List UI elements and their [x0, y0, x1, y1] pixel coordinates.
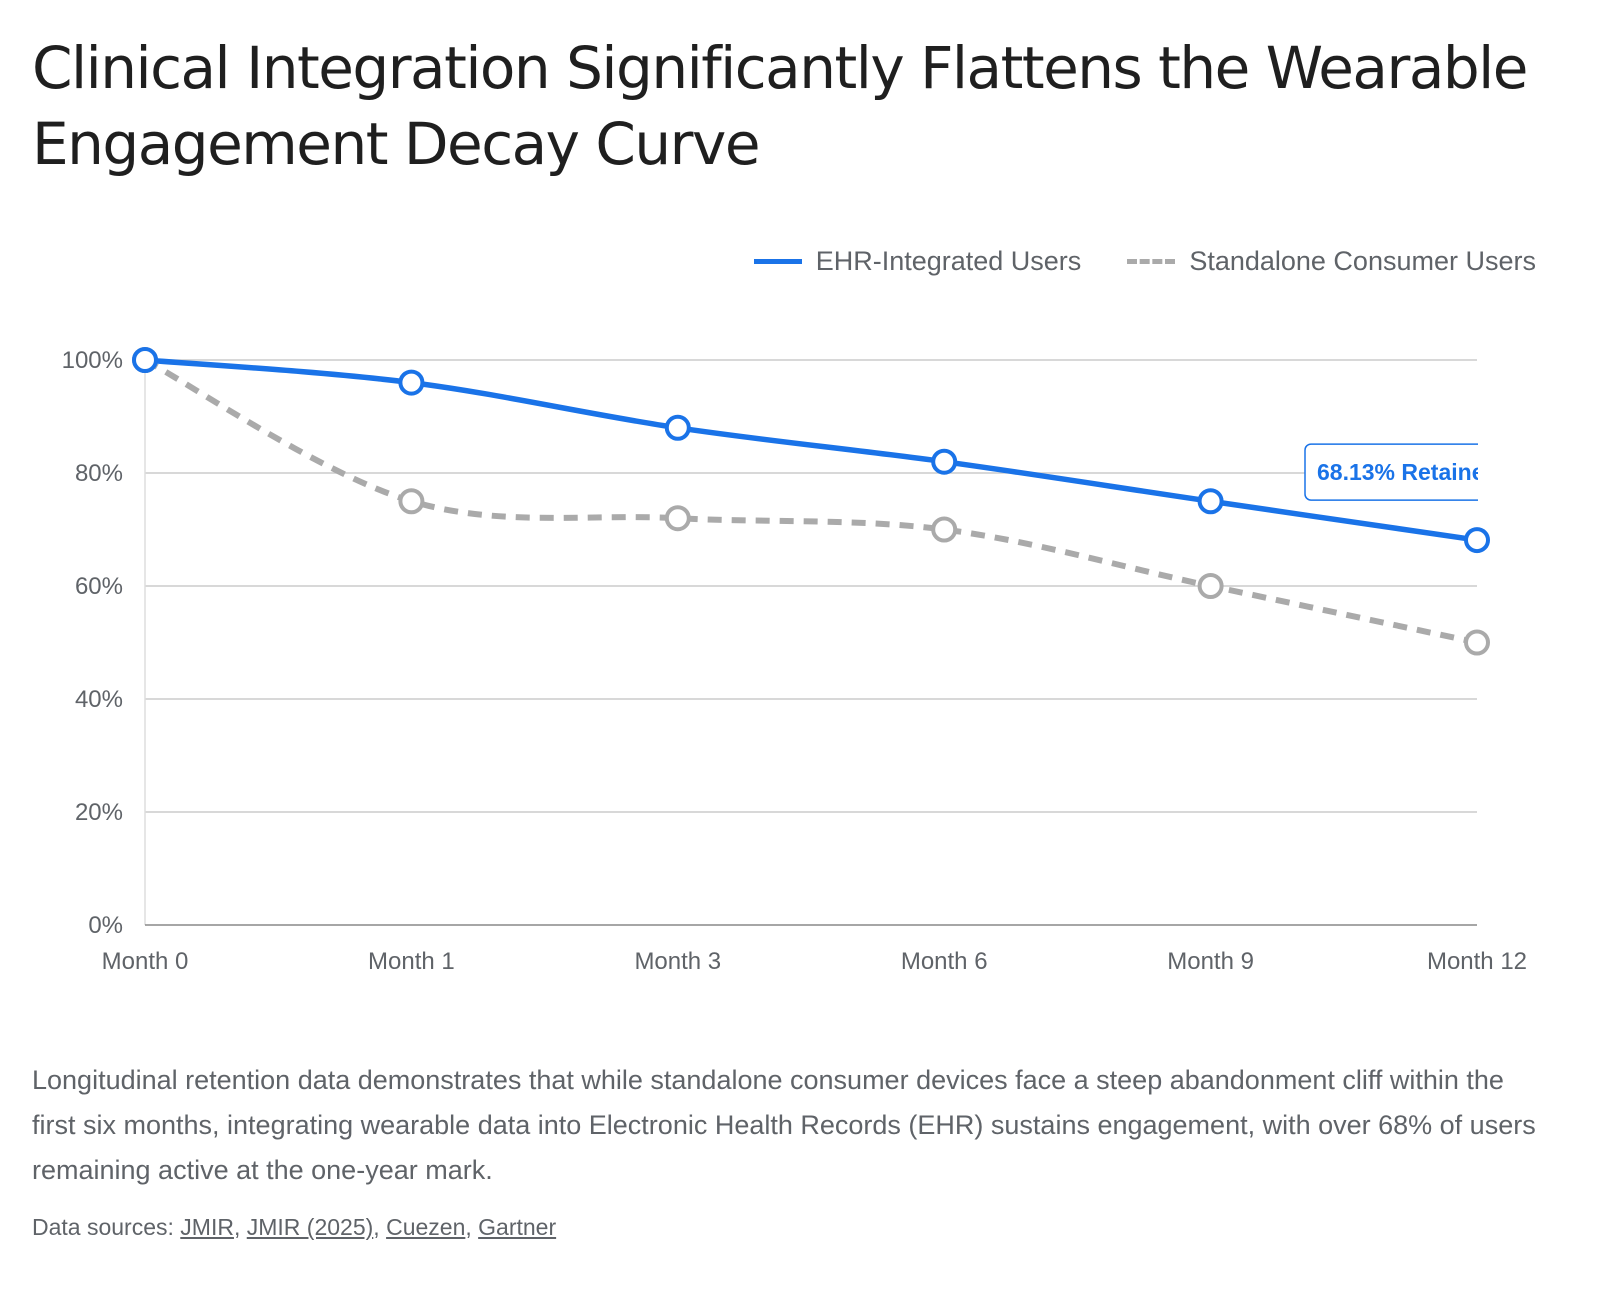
series-line-standalone [143, 357, 1478, 646]
x-tick-label: Month 12 [1427, 948, 1527, 975]
legend-item-ehr[interactable]: EHR-Integrated Users [753, 246, 1082, 277]
data-point-ehr [398, 369, 425, 396]
y-tick-label: 100% [62, 347, 123, 374]
chart-description: Longitudinal retention data demonstrates… [32, 1065, 1536, 1185]
source-link-cuezen[interactable]: Cuezen [386, 1214, 466, 1240]
legend-swatch-standalone [1127, 259, 1176, 264]
data-point-standalone [664, 505, 691, 532]
data-point-standalone [1464, 629, 1490, 656]
data-point-ehr [1197, 488, 1224, 515]
sources-separator: , [465, 1214, 479, 1240]
sources-label: Data sources: [32, 1214, 181, 1240]
sources-separator: , [373, 1214, 387, 1240]
chart-title: Clinical Integration Significantly Flatt… [32, 34, 1528, 178]
chart-legend: EHR-Integrated Users Standalone Consumer… [708, 246, 1536, 277]
x-tick-label: Month 6 [901, 948, 988, 975]
x-tick-label: Month 0 [102, 948, 189, 975]
y-tick-label: 80% [75, 460, 123, 487]
callout-box [1304, 443, 1478, 501]
legend-swatch-ehr [753, 259, 802, 264]
y-tick-label: 0% [88, 912, 123, 939]
callout-label: 68.13% Retained [1317, 459, 1499, 485]
y-tick-label: 40% [75, 686, 123, 713]
source-link-jmir[interactable]: JMIR [180, 1214, 234, 1240]
series-line-ehr [144, 357, 1478, 543]
data-point-standalone [1197, 573, 1224, 599]
annotation-callout: 68.13% Retained [1304, 443, 1499, 501]
source-link-gartner[interactable]: Gartner [478, 1214, 557, 1240]
y-tick-label: 60% [75, 573, 123, 600]
data-sources: Data sources: JMIR, JMIR (2025), Cuezen,… [32, 1214, 556, 1241]
source-link-jmir-2025[interactable]: JMIR (2025) [246, 1214, 374, 1240]
data-point-standalone [931, 516, 958, 543]
line-chart: 0% 20% 40% 60% 80% 100% Month 0 Month 1 Month 3 M… [62, 347, 1527, 975]
x-tick-label: Month 1 [368, 948, 455, 975]
legend-label-standalone: Standalone Consumer Users [1189, 246, 1536, 276]
y-tick-label: 20% [75, 799, 123, 826]
data-point-ehr [664, 414, 691, 441]
legend-item-standalone[interactable]: Standalone Consumer Users [1127, 246, 1536, 277]
data-point-ehr [931, 448, 958, 475]
x-tick-label: Month 9 [1167, 948, 1254, 975]
data-point-ehr [1464, 527, 1490, 554]
sources-separator: , [233, 1214, 247, 1240]
x-tick-label: Month 3 [634, 948, 721, 975]
legend-label-ehr: EHR-Integrated Users [815, 246, 1082, 276]
data-point-standalone [398, 488, 425, 515]
data-point-ehr [132, 347, 158, 373]
